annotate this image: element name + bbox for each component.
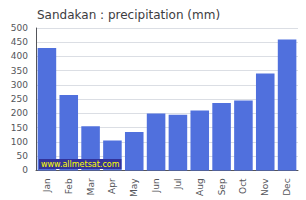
svg-text:Sandakan : precipitation (mm): Sandakan : precipitation (mm) bbox=[37, 8, 220, 22]
svg-text:400: 400 bbox=[11, 51, 28, 61]
svg-text:www.allmetsat.com: www.allmetsat.com bbox=[41, 160, 120, 169]
svg-text:Aug: Aug bbox=[195, 178, 205, 196]
svg-text:Nov: Nov bbox=[260, 178, 270, 196]
svg-text:200: 200 bbox=[11, 108, 28, 118]
svg-text:Sep: Sep bbox=[217, 178, 227, 195]
svg-text:50: 50 bbox=[17, 151, 29, 161]
svg-text:Jan: Jan bbox=[42, 178, 52, 193]
svg-text:100: 100 bbox=[11, 137, 28, 147]
svg-text:Apr: Apr bbox=[107, 178, 117, 194]
svg-text:150: 150 bbox=[11, 123, 28, 133]
svg-text:Dec: Dec bbox=[282, 178, 292, 195]
svg-text:Feb: Feb bbox=[64, 178, 74, 194]
svg-text:May: May bbox=[129, 178, 139, 197]
svg-text:350: 350 bbox=[11, 66, 28, 76]
svg-text:500: 500 bbox=[11, 23, 28, 33]
svg-text:Oct: Oct bbox=[238, 178, 248, 194]
svg-text:250: 250 bbox=[11, 94, 28, 104]
svg-text:450: 450 bbox=[11, 37, 28, 47]
svg-text:0: 0 bbox=[22, 165, 28, 175]
svg-text:Mar: Mar bbox=[86, 178, 96, 195]
svg-text:Jun: Jun bbox=[151, 178, 161, 193]
svg-text:Jul: Jul bbox=[173, 178, 183, 190]
svg-text:300: 300 bbox=[11, 80, 28, 90]
